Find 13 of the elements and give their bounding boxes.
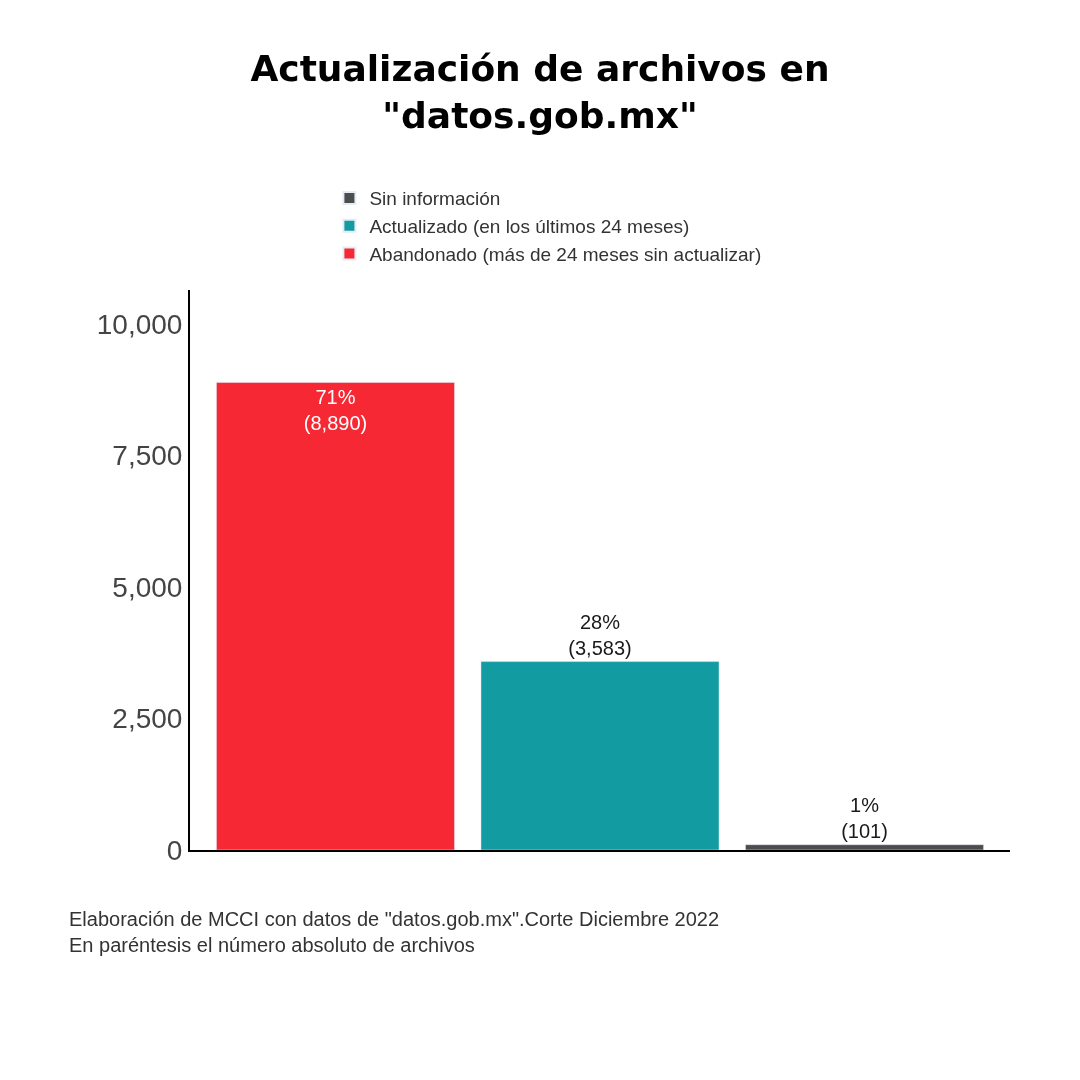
legend-label: Abandonado (más de 24 meses sin actualizar) [369,243,762,265]
chart-title: Actualización de archivos en "datos.gob.mx" [250,48,830,136]
y-tick-label: 10,000 [96,308,183,340]
y-tick-label: 2,500 [112,703,183,735]
y-tick-label: 0 [166,834,183,866]
y-tick-label: 5,000 [112,571,183,603]
data-label: 1% (101) [841,793,888,842]
legend-label: Actualizado (en los últimos 24 meses) [369,216,690,238]
data-label: 71% (8,890) [303,385,368,434]
data-label: 28% (3,583) [568,610,632,659]
text: Elaboración de MCCI con datos de "datos.gob.mx".Corte Diciembre 2022 En paréntesis el número absoluto de archivos [69,908,720,956]
y-tick-label: 7,500 [112,440,183,472]
legend-label: Sin información [369,188,501,210]
